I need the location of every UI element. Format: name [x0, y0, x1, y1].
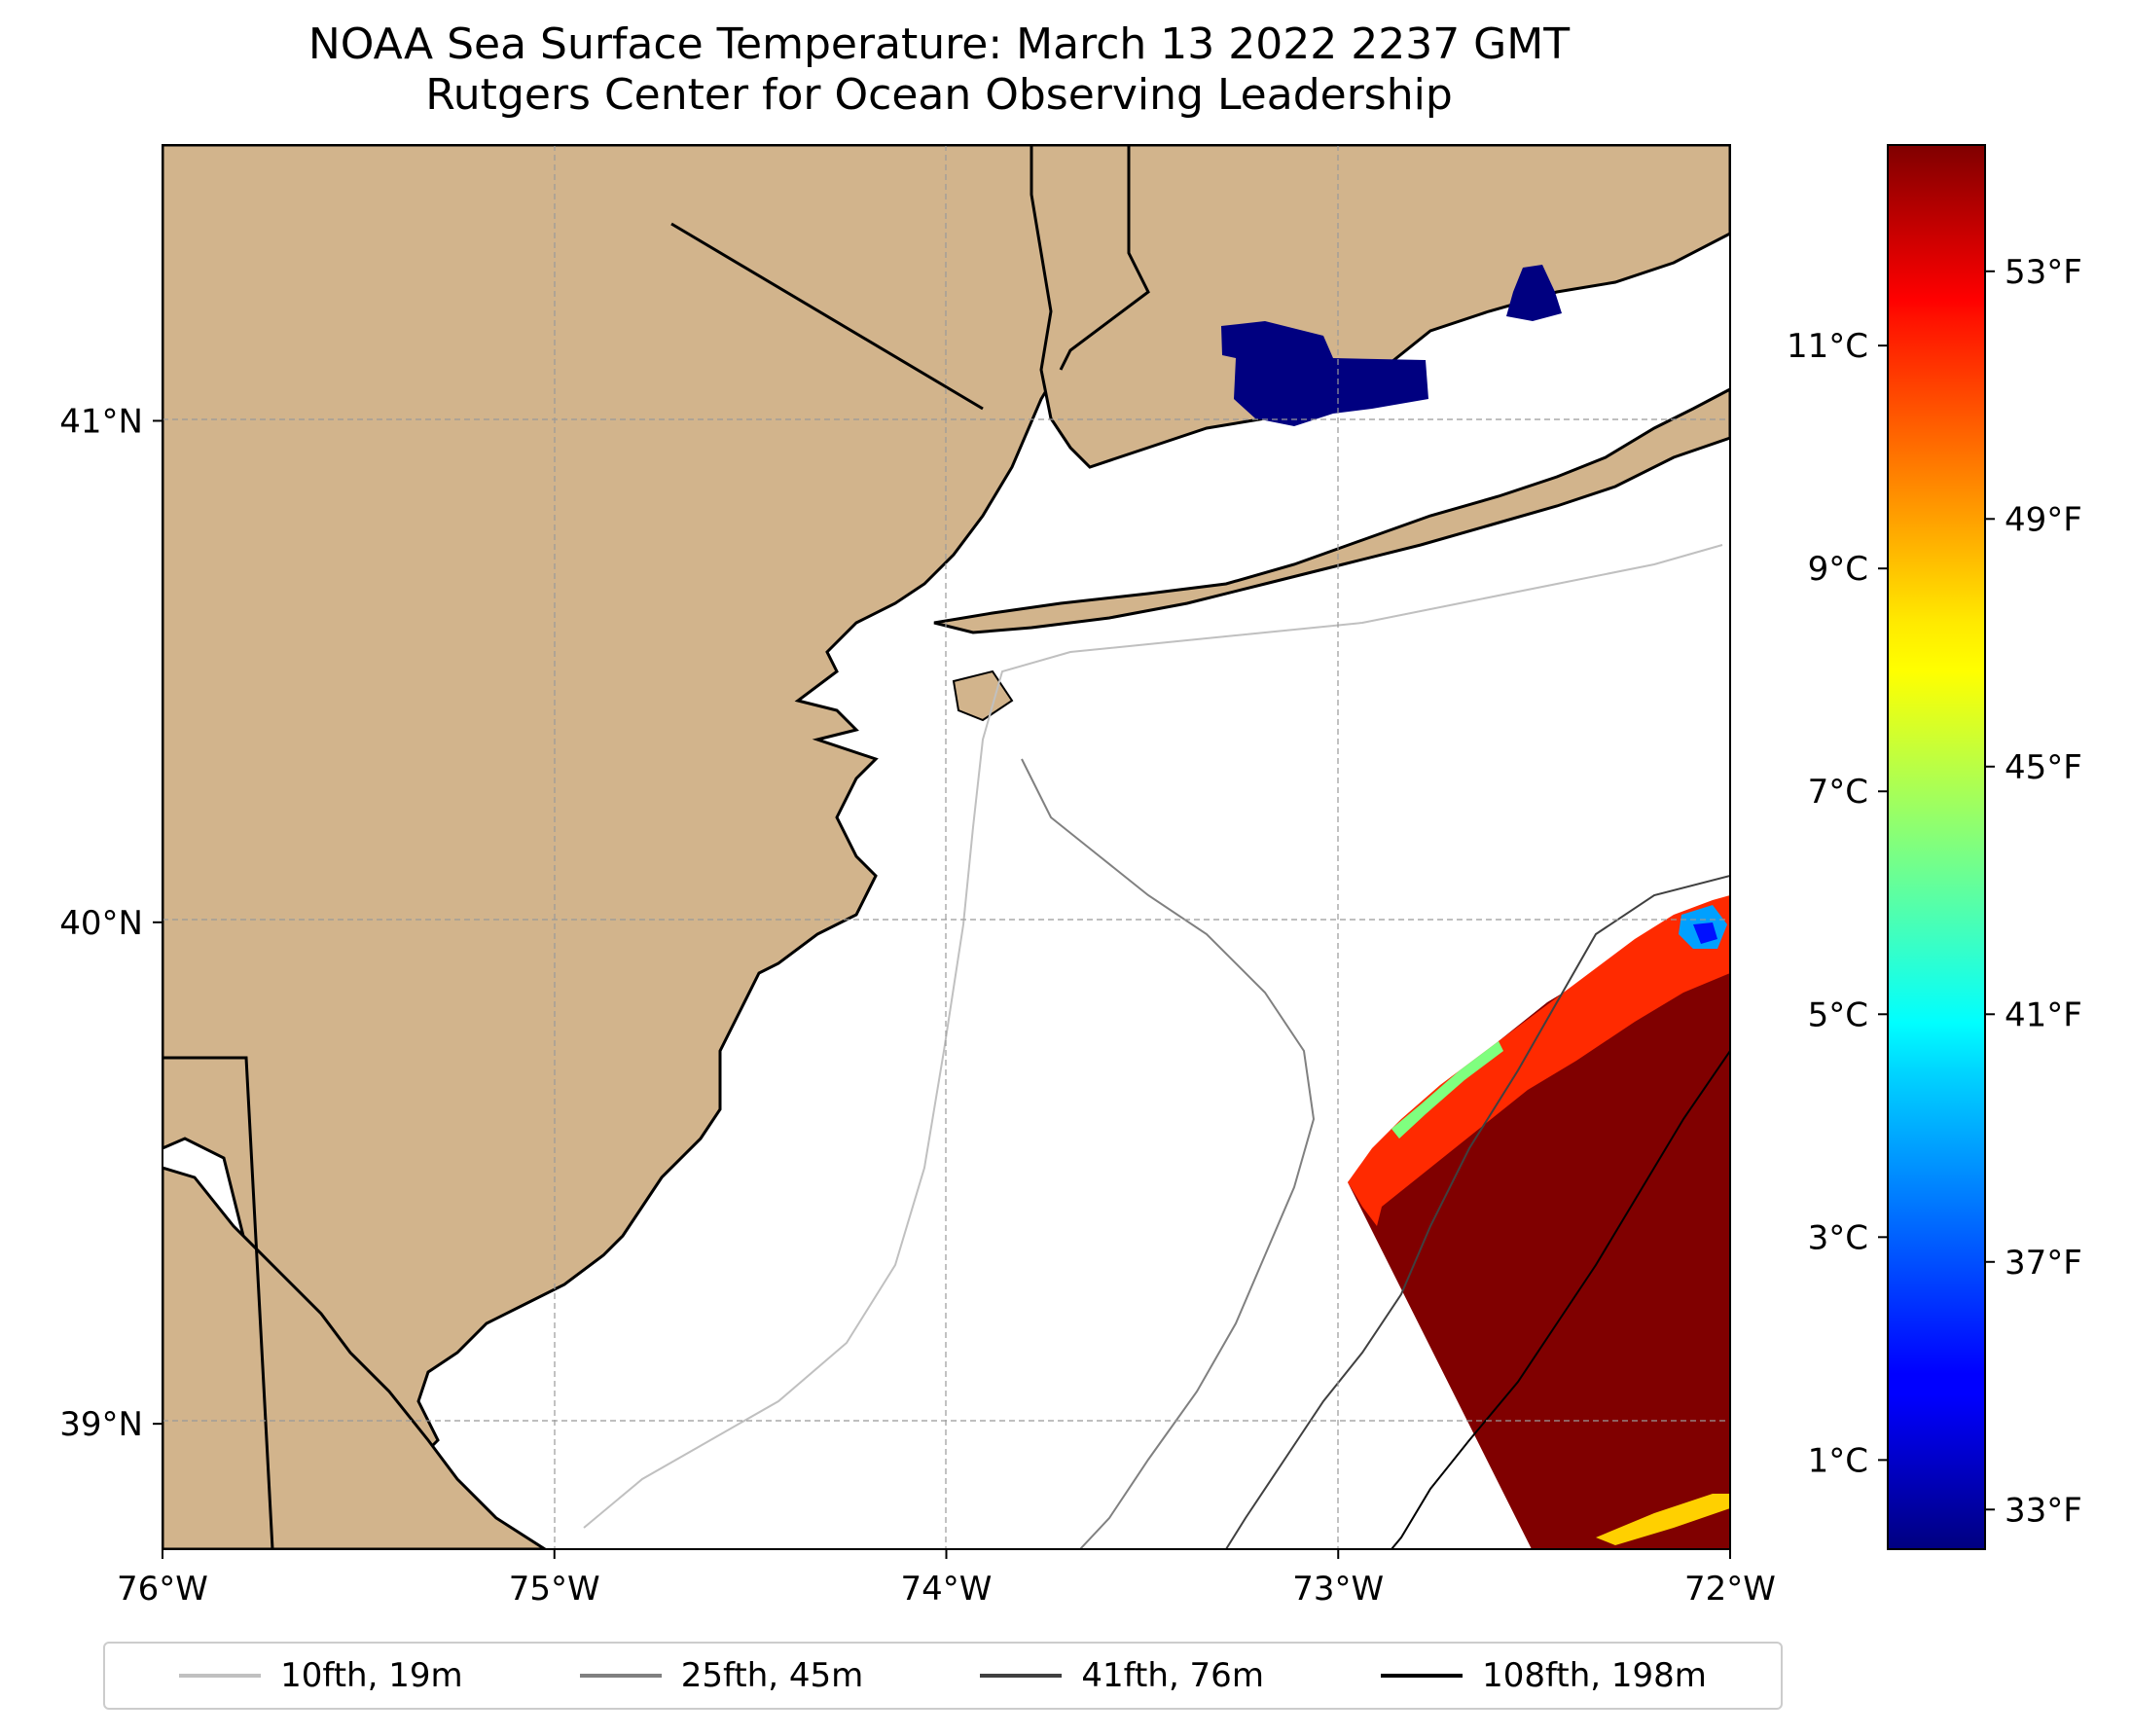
contour-108fth — [1391, 1050, 1730, 1549]
legend-item-10fth: 10fth, 19m — [179, 1656, 463, 1695]
title-line-2: Rutgers Center for Ocean Observing Leade… — [425, 70, 1453, 120]
land-sandy-hook — [952, 669, 1014, 722]
fahrenheit-tick-label: 41°F — [2005, 995, 2082, 1034]
celsius-tick-label: 5°C — [1808, 995, 1868, 1034]
contour-41fth — [1225, 875, 1730, 1549]
celsius-tick-label: 1°C — [1808, 1441, 1868, 1480]
legend-swatch — [579, 1674, 662, 1678]
map-area — [163, 145, 1730, 1549]
state-border-de-md — [163, 1056, 274, 1549]
celsius-tick-label: 3°C — [1808, 1218, 1868, 1257]
colorbar — [1887, 144, 1986, 1550]
colorbar-fahrenheit-axis: 33°F 37°F 41°F 45°F 49°F 53°F — [1985, 253, 2082, 1530]
x-tick-label: 75°W — [509, 1570, 600, 1609]
legend-label: 108fth, 198m — [1482, 1656, 1707, 1695]
y-tick-label: 39°N — [59, 1405, 143, 1444]
sst-patch-sound-west — [1221, 321, 1428, 426]
legend-label: 10fth, 19m — [280, 1656, 463, 1695]
y-axis: 39°N 40°N 41°N — [59, 402, 163, 1444]
legend-item-108fth: 108fth, 198m — [1381, 1656, 1707, 1695]
fahrenheit-tick-label: 37°F — [2005, 1244, 2082, 1283]
celsius-tick-label: 7°C — [1808, 773, 1868, 812]
fahrenheit-tick-label: 49°F — [2005, 500, 2082, 539]
state-border-ny-nj — [670, 222, 984, 411]
gridlines — [163, 145, 1730, 1549]
celsius-tick-label: 11°C — [1787, 327, 1868, 366]
legend-item-41fth: 41fth, 76m — [980, 1656, 1264, 1695]
legend-swatch — [980, 1674, 1063, 1678]
state-border-ny-pa — [1059, 145, 1150, 371]
sst-swath-green-edge — [1391, 1041, 1503, 1139]
contour-25fth — [1021, 758, 1316, 1549]
colorbar-celsius-axis: 1°C 3°C 5°C 7°C 9°C 11°C — [1787, 327, 1888, 1480]
title-line-1: NOAA Sea Surface Temperature: March 13 2… — [307, 19, 1571, 69]
sst-cold-core — [1693, 922, 1717, 944]
sst-warm-streak — [1596, 1494, 1730, 1545]
x-axis: 76°W 75°W 74°W 73°W 72°W — [117, 1549, 1776, 1609]
contour-10fth — [583, 544, 1723, 1529]
x-tick-label: 72°W — [1684, 1570, 1776, 1609]
legend-swatch — [179, 1674, 262, 1678]
sst-swath-edge — [1348, 895, 1730, 1226]
legend-label: 41fth, 76m — [1081, 1656, 1264, 1695]
land-long-island — [933, 387, 1730, 634]
x-tick-label: 76°W — [117, 1570, 208, 1609]
legend-item-25fth: 25fth, 45m — [579, 1656, 864, 1695]
chart-title: NOAA Sea Surface Temperature: March 13 2… — [161, 19, 1717, 121]
legend-label: 25fth, 45m — [680, 1656, 864, 1695]
y-tick-label: 40°N — [59, 904, 143, 943]
x-tick-label: 73°W — [1292, 1570, 1384, 1609]
sst-patch-sound-east — [1506, 265, 1562, 321]
y-tick-label: 41°N — [59, 402, 143, 441]
x-tick-label: 74°W — [901, 1570, 993, 1609]
fahrenheit-tick-label: 45°F — [2005, 748, 2082, 787]
fahrenheit-tick-label: 53°F — [2005, 253, 2082, 292]
sst-swath-warm — [1348, 905, 1730, 1549]
celsius-tick-label: 9°C — [1808, 550, 1868, 589]
bathymetry-legend: 10fth, 19m 25fth, 45m 41fth, 76m 108fth,… — [103, 1642, 1783, 1710]
legend-swatch — [1381, 1674, 1463, 1678]
fahrenheit-tick-label: 33°F — [2005, 1491, 2082, 1530]
